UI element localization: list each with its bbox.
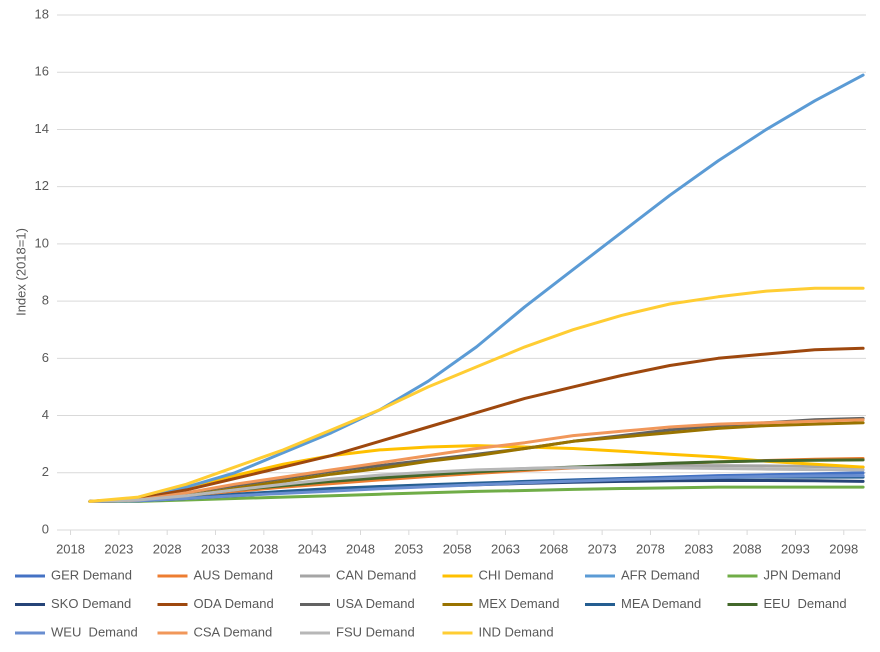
legend-label: USA Demand <box>336 596 415 611</box>
legend-label: GER Demand <box>51 567 132 582</box>
y-tick-label: 8 <box>42 293 49 308</box>
x-tick-label: 2053 <box>394 541 423 556</box>
x-tick-label: 2018 <box>56 541 85 556</box>
series-line <box>88 474 865 503</box>
y-tick-label: 14 <box>35 121 49 136</box>
series-line <box>88 346 865 503</box>
legend-label: IND Demand <box>479 624 554 639</box>
x-tick-label: 2098 <box>829 541 858 556</box>
y-tick-label: 4 <box>42 407 49 422</box>
series-line <box>88 485 865 503</box>
x-tick-label: 2083 <box>684 541 713 556</box>
y-tick-label: 0 <box>42 521 49 536</box>
legend-label: ODA Demand <box>194 596 274 611</box>
legend-label: MEA Demand <box>621 596 701 611</box>
x-tick-label: 2073 <box>588 541 617 556</box>
y-tick-label: 16 <box>35 64 49 79</box>
x-tick-label: 2068 <box>539 541 568 556</box>
x-tick-label: 2078 <box>636 541 665 556</box>
y-axis-title: Index (2018=1) <box>13 228 28 316</box>
series-line <box>88 286 865 503</box>
legend-label: FSU Demand <box>336 624 415 639</box>
legend-label: AFR Demand <box>621 567 700 582</box>
y-tick-label: 10 <box>35 235 49 250</box>
x-tick-label: 2058 <box>443 541 472 556</box>
y-tick-label: 2 <box>42 464 49 479</box>
legend-label: WEU Demand <box>51 624 138 639</box>
series-line <box>88 73 865 503</box>
x-tick-label: 2038 <box>249 541 278 556</box>
legend-label: MEX Demand <box>479 596 560 611</box>
x-tick-label: 2093 <box>781 541 810 556</box>
y-tick-label: 6 <box>42 350 49 365</box>
legend-label: AUS Demand <box>194 567 273 582</box>
y-tick-label: 12 <box>35 178 49 193</box>
x-tick-label: 2048 <box>346 541 375 556</box>
series-line <box>88 444 865 503</box>
x-tick-label: 2063 <box>491 541 520 556</box>
legend-label: SKO Demand <box>51 596 131 611</box>
x-tick-label: 2043 <box>298 541 327 556</box>
x-tick-label: 2033 <box>201 541 230 556</box>
series-line <box>88 418 865 503</box>
x-tick-label: 2023 <box>104 541 133 556</box>
legend-label: EEU Demand <box>764 596 847 611</box>
legend-label: CSA Demand <box>194 624 273 639</box>
legend-label: CHI Demand <box>479 567 554 582</box>
series-line <box>88 466 865 503</box>
legend-label: JPN Demand <box>764 567 841 582</box>
x-tick-label: 2088 <box>733 541 762 556</box>
y-tick-label: 18 <box>35 6 49 21</box>
x-tick-label: 2028 <box>153 541 182 556</box>
legend-label: CAN Demand <box>336 567 416 582</box>
